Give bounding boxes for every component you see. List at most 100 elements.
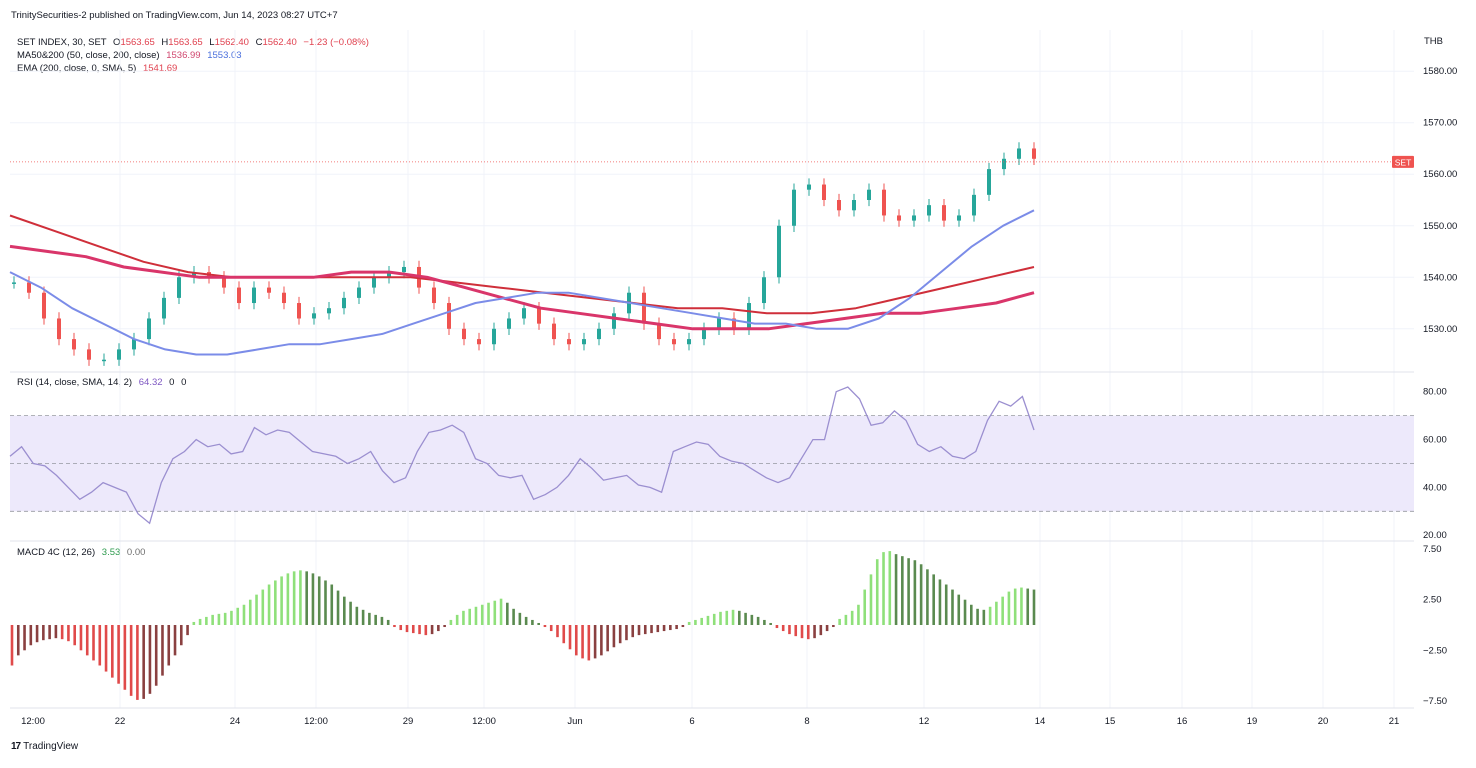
macd-legend-label: MACD 4C (12, 26) [17, 547, 96, 558]
time-axis-tick: 21 [1389, 716, 1400, 727]
candle-body [1002, 158, 1006, 170]
macd-bar [775, 625, 779, 629]
macd-histogram [10, 551, 1036, 700]
candle-body [447, 303, 451, 329]
candle-body [267, 287, 271, 293]
macd-bar [706, 615, 710, 625]
macd-bar [612, 625, 616, 648]
macd-bar [512, 608, 515, 625]
macd-bar [894, 554, 898, 625]
macd-bar [393, 625, 396, 628]
price-axis-tick: 1540.00 [1423, 272, 1457, 283]
candle-body [732, 318, 736, 329]
candle-body [957, 215, 961, 221]
macd-bar [217, 613, 221, 625]
rsi-line [9, 386, 1035, 525]
macd-bar [386, 619, 390, 625]
ema-legend[interactable]: EMA (200, close, 0, SMA, 5) 1541.69 [17, 63, 177, 74]
macd-bar [919, 564, 923, 625]
macd-bar [368, 612, 371, 625]
macd-bar [518, 612, 522, 625]
candle-body [237, 287, 241, 304]
macd-bar [73, 625, 76, 646]
rsi-value-3: 0 [181, 377, 187, 388]
macd-bar [374, 614, 377, 625]
change-value: −1.23 (−0.08%) [303, 37, 369, 48]
macd-bar [549, 625, 553, 632]
price-tag-label: SET [1395, 157, 1412, 167]
candle-body [747, 303, 751, 329]
macd-bar [606, 625, 609, 652]
macd-bar [179, 625, 183, 646]
macd-bar [819, 625, 823, 636]
rsi-value-2: 0 [169, 377, 175, 388]
macd-bar [794, 625, 798, 637]
macd-bar [129, 625, 133, 696]
macd-bar [449, 619, 453, 625]
macd-bar [405, 625, 409, 633]
macd-bar [267, 584, 271, 625]
macd-bar [687, 621, 691, 625]
candle-body [852, 200, 856, 211]
macd-legend[interactable]: MACD 4C (12, 26) 3.53 0.00 [17, 547, 145, 558]
candle-body [717, 318, 721, 329]
candles-group [12, 142, 1036, 366]
macd-bar [474, 606, 478, 625]
candle-body [912, 215, 916, 221]
time-axis-tick: 12 [919, 716, 930, 727]
price-axis-tick: 1550.00 [1423, 221, 1457, 232]
macd-bar [537, 622, 540, 625]
macd-bar [957, 594, 961, 625]
time-axis-tick: 20 [1318, 716, 1329, 727]
macd-bar [79, 625, 83, 651]
candle-body [552, 323, 556, 340]
macd-bar [211, 614, 214, 625]
candle-body [567, 339, 571, 345]
macd-bar [123, 625, 127, 690]
macd-bar [192, 621, 196, 625]
macd-axis-tick: −2.50 [1423, 645, 1447, 656]
macd-bar [1013, 588, 1017, 625]
macd-bar [744, 612, 747, 625]
candle-body [177, 277, 181, 298]
macd-bar [399, 625, 403, 631]
candle-body [192, 272, 196, 278]
time-axis-tick: 19 [1247, 716, 1258, 727]
rsi-axis-tick: 80.00 [1423, 387, 1447, 398]
candle-body [687, 339, 691, 345]
macd-bar [907, 558, 910, 625]
macd-bar [875, 559, 879, 625]
macd-bar [443, 625, 446, 628]
macd-bar [292, 571, 296, 625]
macd-bar [600, 625, 603, 656]
macd-bar [832, 625, 835, 628]
candle-body [132, 339, 136, 350]
macd-bar [725, 610, 729, 625]
macd-bar [587, 625, 591, 661]
macd-bar [23, 625, 26, 651]
macd-bar [738, 610, 741, 625]
macd-bar [205, 616, 208, 625]
ma-legend[interactable]: MA50&200 (50, close, 200, close) 1536.99… [17, 50, 242, 61]
macd-bar [637, 625, 641, 636]
macd-bar [618, 625, 622, 644]
macd-bar [42, 625, 45, 641]
macd-bar [982, 609, 986, 625]
macd-bar [869, 574, 873, 625]
rsi-value: 64.32 [138, 377, 163, 388]
footer-brand: 17 TradingView [11, 741, 78, 752]
rsi-legend[interactable]: RSI (14, close, SMA, 14, 2) 64.32 0 0 [17, 377, 186, 388]
symbol-label[interactable]: SET INDEX, 30, SET [17, 37, 107, 48]
candle-body [597, 328, 601, 340]
candle-body [222, 277, 226, 288]
macd-bar [574, 625, 578, 656]
candle-body [867, 189, 871, 200]
macd-bar [662, 625, 666, 632]
ma-legend-label: MA50&200 (50, close, 200, close) [17, 50, 160, 61]
macd-bar [104, 625, 108, 672]
macd-bar [675, 625, 678, 630]
macd-bar [901, 556, 904, 625]
high-label: H1563.65 [161, 37, 203, 48]
price-axis-tick: 1530.00 [1423, 324, 1457, 335]
